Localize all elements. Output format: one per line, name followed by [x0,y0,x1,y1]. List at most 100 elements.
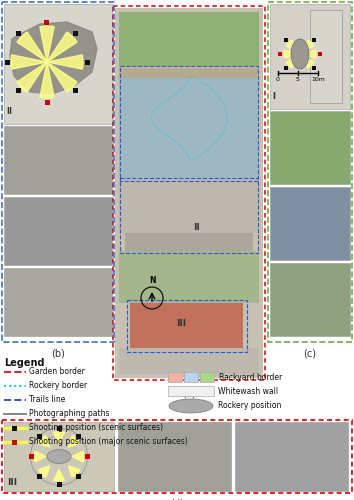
Bar [119,12,259,67]
Bar [4,268,112,336]
Bar [73,31,78,36]
Text: (a): (a) [182,388,196,398]
Bar [2,420,352,493]
Polygon shape [17,62,47,92]
Text: II: II [193,224,200,232]
Polygon shape [47,55,83,69]
Polygon shape [47,62,77,92]
Bar [76,474,81,479]
Bar [270,111,350,184]
Polygon shape [68,466,80,477]
Bar [125,233,253,251]
Bar [130,303,243,348]
Bar [85,60,90,64]
Polygon shape [300,54,314,68]
Ellipse shape [291,39,309,69]
Bar [270,187,350,260]
Bar [12,440,17,444]
Polygon shape [68,436,80,447]
Polygon shape [34,451,46,462]
Bar [168,372,182,382]
Bar [37,474,42,479]
Text: III: III [7,478,17,487]
Polygon shape [11,55,47,69]
Bar [284,38,288,42]
Text: III: III [177,318,187,328]
Bar [29,454,34,459]
Bar [45,100,50,104]
Bar [127,300,247,352]
Bar [270,263,350,336]
Polygon shape [38,466,50,477]
Polygon shape [40,26,54,62]
Bar [113,6,265,380]
Text: 10m: 10m [311,77,325,82]
Bar [76,434,81,439]
Bar [16,88,21,93]
Polygon shape [286,54,300,68]
Text: Rockery position: Rockery position [218,402,281,410]
Bar [85,454,90,459]
Text: Whitewash wall: Whitewash wall [218,386,278,396]
Text: Rockery border: Rockery border [29,382,87,390]
Bar [284,66,288,70]
Bar [270,4,350,109]
Bar [184,372,198,382]
Bar [2,2,114,342]
Bar [120,66,258,181]
Bar [235,422,348,491]
Polygon shape [47,32,77,62]
Bar [4,197,112,265]
Bar [4,422,114,491]
Text: (c): (c) [303,348,316,358]
Bar [312,38,316,42]
Text: N: N [149,276,155,285]
Text: (d): (d) [170,499,184,500]
Bar [268,2,352,342]
Bar [310,10,342,103]
Bar [278,52,282,56]
Text: I: I [272,92,275,101]
Polygon shape [72,451,84,462]
Polygon shape [53,470,64,481]
Polygon shape [53,432,64,444]
Bar [12,426,17,430]
Bar [57,426,62,431]
Bar [4,4,112,124]
Bar [37,434,42,439]
Text: Legend: Legend [4,358,45,368]
Polygon shape [40,62,54,98]
Text: Trails line: Trails line [29,396,65,404]
Bar [119,251,259,303]
Polygon shape [38,436,50,447]
Polygon shape [286,40,300,54]
Bar [4,126,112,194]
Bar [119,348,259,374]
Ellipse shape [169,399,213,413]
Ellipse shape [47,450,71,464]
Text: Backyard border: Backyard border [219,372,282,382]
Bar [57,482,62,487]
Bar [168,386,214,396]
Text: Garden border: Garden border [29,368,85,376]
Polygon shape [10,22,97,94]
Bar [28,426,90,488]
Polygon shape [300,40,314,54]
Bar [16,31,21,36]
Polygon shape [284,50,300,58]
Bar [45,20,50,24]
Text: II: II [6,107,12,116]
Bar [318,52,322,56]
Bar [5,60,10,64]
Text: 5: 5 [296,77,300,82]
Bar [119,78,259,178]
Text: 0: 0 [276,77,280,82]
Bar [119,68,259,78]
Bar [119,178,259,233]
Text: (b): (b) [51,348,65,358]
Polygon shape [300,50,316,58]
Bar [120,178,258,253]
Text: Shooting position (major scenic surfaces): Shooting position (major scenic surfaces… [29,438,188,446]
Text: Photographing paths: Photographing paths [29,410,109,418]
Polygon shape [17,32,47,62]
